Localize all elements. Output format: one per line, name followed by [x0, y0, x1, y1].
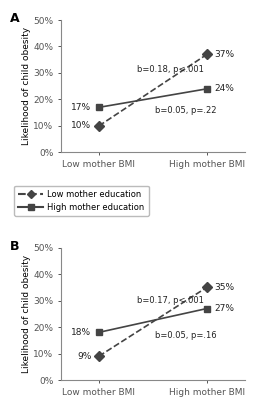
- Text: 24%: 24%: [214, 84, 234, 93]
- Y-axis label: Likelihood of child obesity: Likelihood of child obesity: [22, 255, 31, 373]
- Text: b=0.05, p=.22: b=0.05, p=.22: [155, 106, 217, 115]
- Text: 18%: 18%: [71, 328, 91, 337]
- Legend: Low mother education, High mother education: Low mother education, High mother educat…: [14, 186, 149, 216]
- Y-axis label: Likelihood of child obesity: Likelihood of child obesity: [22, 27, 31, 145]
- Text: b=0.05, p=.16: b=0.05, p=.16: [155, 331, 217, 340]
- Text: A: A: [10, 12, 19, 25]
- Text: B: B: [10, 240, 19, 253]
- Text: 17%: 17%: [71, 103, 91, 112]
- Text: 9%: 9%: [77, 352, 91, 361]
- Text: 10%: 10%: [71, 121, 91, 130]
- Text: 27%: 27%: [214, 304, 234, 313]
- Text: b=0.18, p<.001: b=0.18, p<.001: [137, 65, 203, 74]
- Text: 35%: 35%: [214, 283, 235, 292]
- Text: b=0.17, p<.001: b=0.17, p<.001: [137, 296, 203, 304]
- Text: 37%: 37%: [214, 50, 235, 59]
